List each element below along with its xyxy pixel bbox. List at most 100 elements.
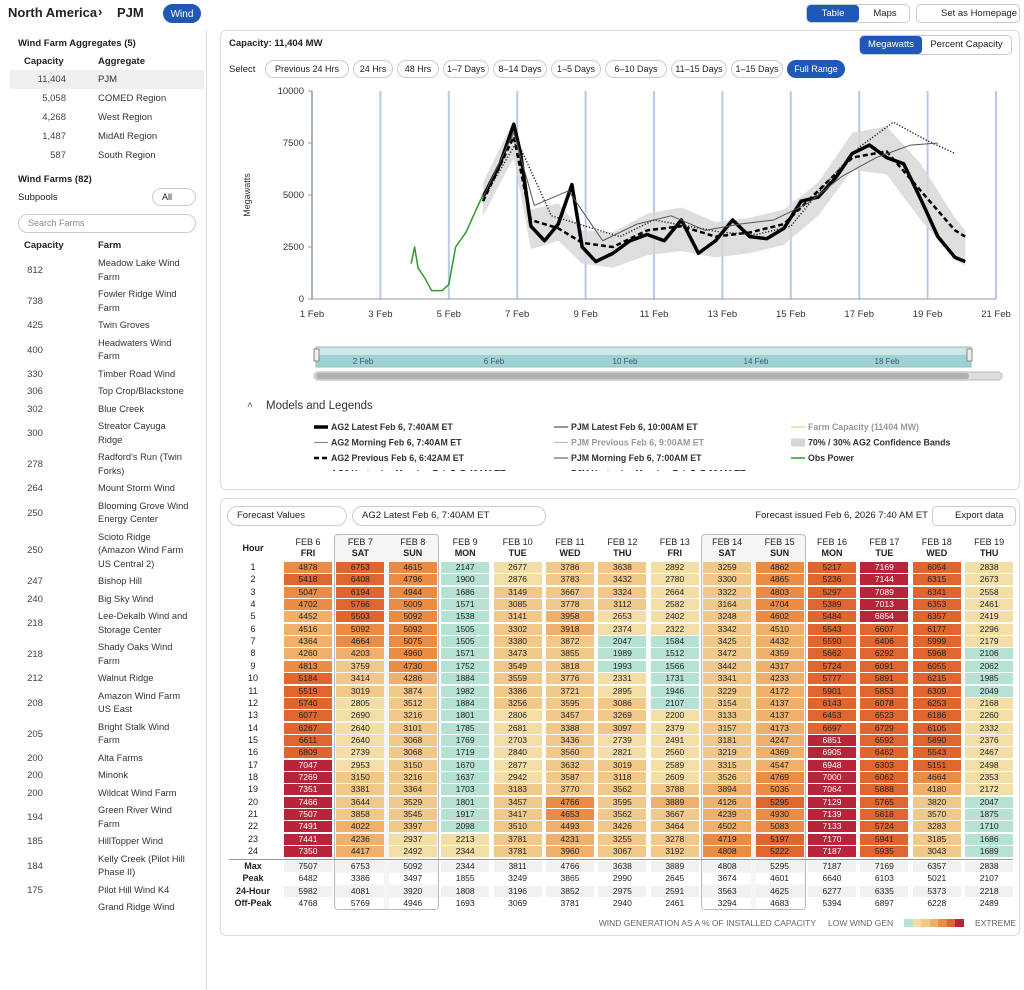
hour-label: 13: [247, 710, 258, 721]
farm-row[interactable]: 306 Top Crop/Blackstone: [10, 383, 204, 401]
range-button[interactable]: 11–15 Days: [671, 60, 727, 78]
heat-cell: 3781: [493, 833, 542, 845]
aggregate-row[interactable]: 5,058 COMED Region: [10, 89, 204, 108]
range-button[interactable]: 1–7 Days: [443, 60, 489, 78]
search-box[interactable]: Search Farms: [18, 214, 196, 233]
heat-cell: 3545: [388, 809, 437, 820]
farm-row[interactable]: 300 Streator Cayuga Ridge: [10, 418, 204, 449]
farm-row[interactable]: 425 Twin Groves: [10, 317, 204, 335]
farm-row[interactable]: 247 Bishop Hill: [10, 573, 204, 591]
column-header[interactable]: Capacity: [24, 240, 64, 251]
farm-row[interactable]: 400 Headwaters Wind Farm: [10, 335, 204, 366]
farm-row[interactable]: 200 Alta Farms: [10, 750, 204, 768]
heat-cell: 3417: [493, 809, 542, 820]
farm-row[interactable]: 250 Blooming Grove Wind Energy Center: [10, 498, 204, 529]
column-header[interactable]: Capacity: [24, 56, 64, 67]
range-button[interactable]: 1–15 Days: [731, 60, 783, 78]
farm-row[interactable]: 208 Amazon Wind Farm US East: [10, 688, 204, 719]
farm-row[interactable]: 240 Big Sky Wind: [10, 591, 204, 609]
aggregate-row[interactable]: 587 South Region: [10, 146, 204, 165]
aggregate-row[interactable]: 1,487 MidAtl Region: [10, 127, 204, 146]
farm-row[interactable]: 278 Radford's Run (Twin Forks): [10, 449, 204, 480]
farm-row[interactable]: 330 Timber Road Wind: [10, 366, 204, 384]
heat-cell: 3101: [388, 722, 437, 734]
heat-cell: 3562: [598, 784, 647, 796]
heat-cell: 2296: [965, 623, 1014, 635]
farm-row[interactable]: 200 Wildcat Wind Farm: [10, 785, 204, 803]
navigator-label: 10 Feb: [613, 357, 638, 366]
heat-cell: 2379: [650, 722, 699, 734]
navigator-label: 14 Feb: [744, 357, 769, 366]
heat-cell: 3154: [703, 697, 752, 709]
range-button[interactable]: 24 Hrs: [353, 60, 393, 78]
farm-row[interactable]: 302 Blue Creek: [10, 401, 204, 419]
farm-capacity: 250: [27, 507, 43, 519]
farm-row[interactable]: 250 Scioto Ridge (Amazon Wind Farm US Cen…: [10, 529, 204, 574]
summary-cell: 5394: [808, 897, 856, 909]
heat-cell: 4502: [703, 821, 752, 833]
x-tick-label: 1 Feb: [300, 309, 324, 320]
farm-row[interactable]: 212 Walnut Ridge: [10, 670, 204, 688]
range-button[interactable]: Previous 24 Hrs: [265, 60, 349, 78]
farm-row[interactable]: 264 Mount Storm Wind: [10, 480, 204, 498]
heat-cell: 3219: [703, 747, 752, 759]
range-button[interactable]: 6–10 Days: [605, 60, 667, 78]
column-header[interactable]: Farm: [98, 240, 122, 251]
heat-cell: 4702: [284, 599, 332, 611]
aggregate-name: MidAtl Region: [98, 131, 158, 142]
view-button[interactable]: Table: [807, 5, 859, 22]
heat-cell: 4865: [755, 574, 804, 586]
column-date: FEB 6: [295, 537, 321, 547]
export-button[interactable]: Export data: [932, 506, 1016, 526]
hour-label: 7: [250, 636, 256, 647]
aggregate-capacity: 1,487: [42, 131, 66, 142]
subpools-label: Subpools: [18, 192, 58, 203]
column-date: FEB 14: [712, 537, 743, 547]
unit-button[interactable]: Megawatts: [860, 36, 922, 54]
aggregate-capacity: 587: [50, 150, 66, 161]
summary-cell: 1808: [441, 885, 490, 897]
farm-row[interactable]: Grand Ridge Wind: [10, 899, 204, 917]
farm-row[interactable]: 205 Bright Stalk Wind Farm: [10, 719, 204, 750]
farm-row[interactable]: 738 Fowler Ridge Wind Farm: [10, 286, 204, 317]
subpools-dropdown[interactable]: All: [152, 188, 196, 206]
heat-cell: 2461: [965, 599, 1014, 611]
heat-cell: 2047: [598, 636, 647, 648]
range-button[interactable]: Full Range: [787, 60, 845, 78]
view-button[interactable]: Maps: [873, 8, 897, 19]
farm-row[interactable]: 218 Lee-Dekalb Wind and Storage Center: [10, 608, 204, 639]
hour-label: 9: [250, 660, 256, 671]
heat-cell: 6292: [860, 648, 909, 660]
column-date: FEB 12: [607, 537, 638, 547]
heat-cell: 3322: [703, 586, 752, 598]
farm-row[interactable]: 194 Green River Wind Farm: [10, 802, 204, 833]
farm-row[interactable]: 185 HillTopper Wind: [10, 833, 204, 851]
farm-row[interactable]: 200 Minonk: [10, 767, 204, 785]
summary-cell: 2461: [650, 897, 699, 909]
legend-label: AG2 Latest Feb 6, 7:40AM ET: [331, 422, 453, 432]
farm-row[interactable]: 218 Shady Oaks Wind Farm: [10, 639, 204, 670]
fuel-pill[interactable]: Wind: [163, 4, 201, 23]
farm-row[interactable]: 175 Pilot Hill Wind K4: [10, 882, 204, 900]
value-type-dropdown[interactable]: Forecast Values: [227, 506, 347, 526]
range-button[interactable]: 48 Hrs: [397, 60, 439, 78]
unit-button[interactable]: Percent Capacity: [930, 39, 1003, 50]
heat-cell: 3181: [703, 734, 752, 746]
navigator-window: [316, 355, 971, 367]
farm-row[interactable]: 184 Kelly Creek (Pilot Hill Phase II): [10, 851, 204, 882]
column-header[interactable]: Aggregate: [98, 56, 145, 67]
aggregate-row[interactable]: 4,268 West Region: [10, 108, 204, 127]
aggregate-row[interactable]: 11,404 PJM: [10, 70, 204, 89]
model-dropdown[interactable]: AG2 Latest Feb 6, 7:40AM ET: [352, 506, 546, 526]
heat-cell: 3157: [703, 722, 752, 734]
farm-row[interactable]: 812 Meadow Lake Wind Farm: [10, 255, 204, 286]
hour-label: 15: [247, 734, 258, 745]
range-button[interactable]: 1–5 Days: [551, 60, 601, 78]
heat-cell: 3229: [703, 685, 752, 697]
summary-cell: 2975: [598, 885, 647, 897]
heat-cell: 6809: [284, 747, 332, 759]
homepage-button[interactable]: Set as Homepage: [916, 4, 1020, 23]
range-button[interactable]: 8–14 Days: [493, 60, 547, 78]
pool[interactable]: PJM: [117, 5, 144, 20]
heat-cell: 4247: [755, 734, 804, 746]
